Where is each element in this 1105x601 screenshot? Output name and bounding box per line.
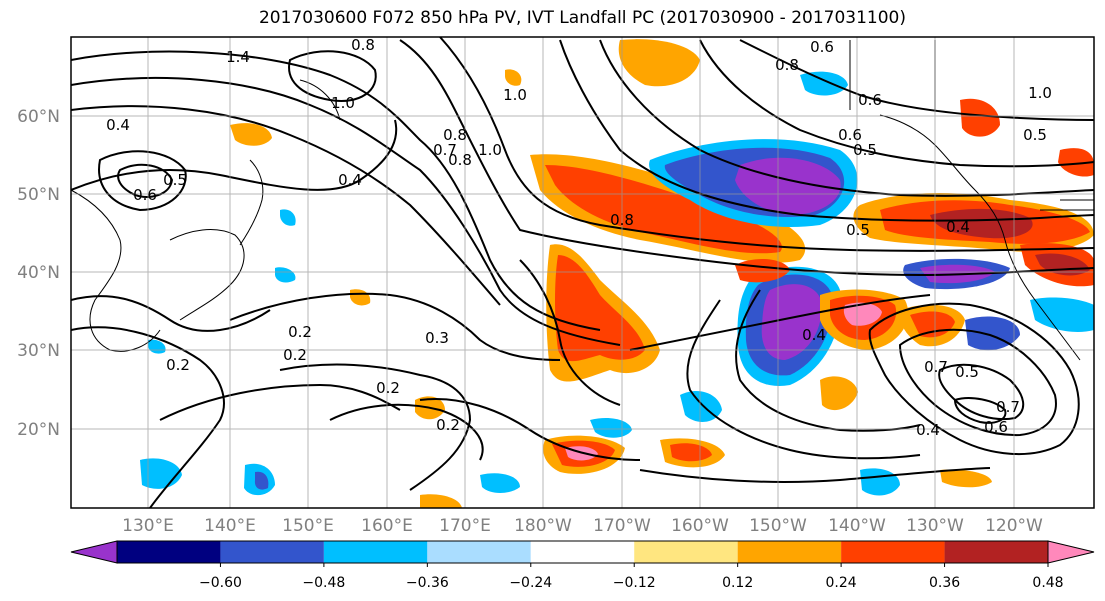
lat-label: 40°N bbox=[17, 263, 60, 283]
colorbar: −0.60 −0.48 −0.36 −0.24 −0.12 0.12 0.24 0.36 0.4… bbox=[70, 540, 1095, 591]
colorbar-tick-label: 0.48 bbox=[1032, 575, 1063, 591]
lon-label: 160°W bbox=[671, 516, 729, 536]
contour-label: 0.2 bbox=[283, 346, 307, 364]
lon-label: 170°W bbox=[593, 516, 651, 536]
lon-label: 130°E bbox=[122, 516, 174, 536]
contour-label: 0.5 bbox=[955, 363, 979, 381]
colorbar-segment bbox=[737, 541, 842, 563]
lat-label: 50°N bbox=[17, 185, 60, 205]
contour-label: 0.5 bbox=[163, 171, 187, 189]
contour-label: 0.6 bbox=[984, 418, 1008, 436]
colorbar-segment bbox=[944, 541, 1048, 563]
colorbar-segment bbox=[530, 541, 635, 563]
colorbar-segment bbox=[427, 541, 531, 563]
lon-label: 170°E bbox=[439, 516, 491, 536]
contour-label: 0.5 bbox=[1023, 126, 1047, 144]
lat-label: 20°N bbox=[17, 420, 60, 440]
lon-label: 130°W bbox=[906, 516, 964, 536]
lat-label: 60°N bbox=[17, 107, 60, 127]
lon-label: 150°W bbox=[749, 516, 807, 536]
longitude-labels: 130°E 140°E 150°E 160°E 170°E 180°W 170°W 160°W… bbox=[122, 516, 1043, 536]
contour-label: 0.7 bbox=[996, 398, 1020, 416]
colorbar-tick-label: −0.36 bbox=[406, 575, 449, 591]
contour-label: 0.4 bbox=[802, 326, 826, 344]
contour-label: 0.4 bbox=[916, 421, 940, 439]
lon-label: 140°W bbox=[828, 516, 886, 536]
colorbar-segment bbox=[323, 541, 428, 563]
colorbar-tick-label: −0.12 bbox=[613, 575, 656, 591]
lon-label: 180°W bbox=[514, 516, 572, 536]
contour-label: 0.8 bbox=[448, 151, 472, 169]
contour-label: 0.5 bbox=[853, 141, 877, 159]
contour-label: 1.0 bbox=[331, 94, 355, 112]
contour-label: 1.0 bbox=[1028, 84, 1052, 102]
latitude-labels: 60°N 50°N 40°N 30°N 20°N bbox=[17, 107, 60, 440]
colorbar-segment bbox=[634, 541, 738, 563]
lat-label: 30°N bbox=[17, 341, 60, 361]
colorbar-tick-label: −0.60 bbox=[199, 575, 242, 591]
contour-label: 0.2 bbox=[166, 356, 190, 374]
contour-label: 0.6 bbox=[133, 186, 157, 204]
contour-label: 1.0 bbox=[503, 86, 527, 104]
contour-label: 0.8 bbox=[775, 56, 799, 74]
contour-labels: 1.40.8 0.60.81.00.81.00.60.51.00.50.40.60… bbox=[106, 36, 1052, 439]
contour-label: 0.6 bbox=[858, 91, 882, 109]
contour-label: 0.5 bbox=[846, 221, 870, 239]
contour-label: 0.4 bbox=[338, 171, 362, 189]
colorbar-outline bbox=[116, 540, 1049, 564]
colorbar-segment bbox=[220, 541, 324, 563]
contour-label: 1.0 bbox=[478, 141, 502, 159]
lon-label: 140°E bbox=[204, 516, 256, 536]
contour-label: 0.4 bbox=[106, 116, 130, 134]
colorbar-segment bbox=[841, 541, 945, 563]
contour-label: 0.8 bbox=[610, 211, 634, 229]
contour-label: 0.2 bbox=[376, 379, 400, 397]
colorbar-tick-label: −0.24 bbox=[509, 575, 552, 591]
lon-label: 160°E bbox=[361, 516, 413, 536]
colorbar-extend-max bbox=[1047, 540, 1095, 564]
map-frame bbox=[70, 36, 1095, 509]
contour-label: 0.4 bbox=[946, 218, 970, 236]
contour-label: 0.8 bbox=[351, 36, 375, 54]
contour-label: 0.8 bbox=[443, 126, 467, 144]
colorbar-tick-label: 0.12 bbox=[722, 575, 753, 591]
lon-label: 120°W bbox=[985, 516, 1043, 536]
contour-label: 0.6 bbox=[810, 38, 834, 56]
colorbar-segment bbox=[117, 541, 221, 563]
colorbar-tick-label: 0.36 bbox=[929, 575, 960, 591]
colorbar-tick-label: 0.24 bbox=[826, 575, 857, 591]
pv-contours bbox=[71, 37, 1094, 508]
contour-label: 0.2 bbox=[436, 416, 460, 434]
contour-label: 0.7 bbox=[924, 358, 948, 376]
contour-label: 0.7 bbox=[433, 141, 457, 159]
colorbar-tick-label: −0.48 bbox=[302, 575, 345, 591]
contour-label: 0.6 bbox=[838, 126, 862, 144]
map-title: 2017030600 F072 850 hPa PV, IVT Landfall… bbox=[258, 8, 906, 28]
colorbar-extend-min bbox=[70, 540, 118, 564]
graticule bbox=[71, 37, 1094, 508]
contour-label: 0.3 bbox=[425, 329, 449, 347]
contour-label: 1.4 bbox=[226, 48, 250, 66]
contour-label: 0.2 bbox=[288, 323, 312, 341]
lon-label: 150°E bbox=[282, 516, 334, 536]
